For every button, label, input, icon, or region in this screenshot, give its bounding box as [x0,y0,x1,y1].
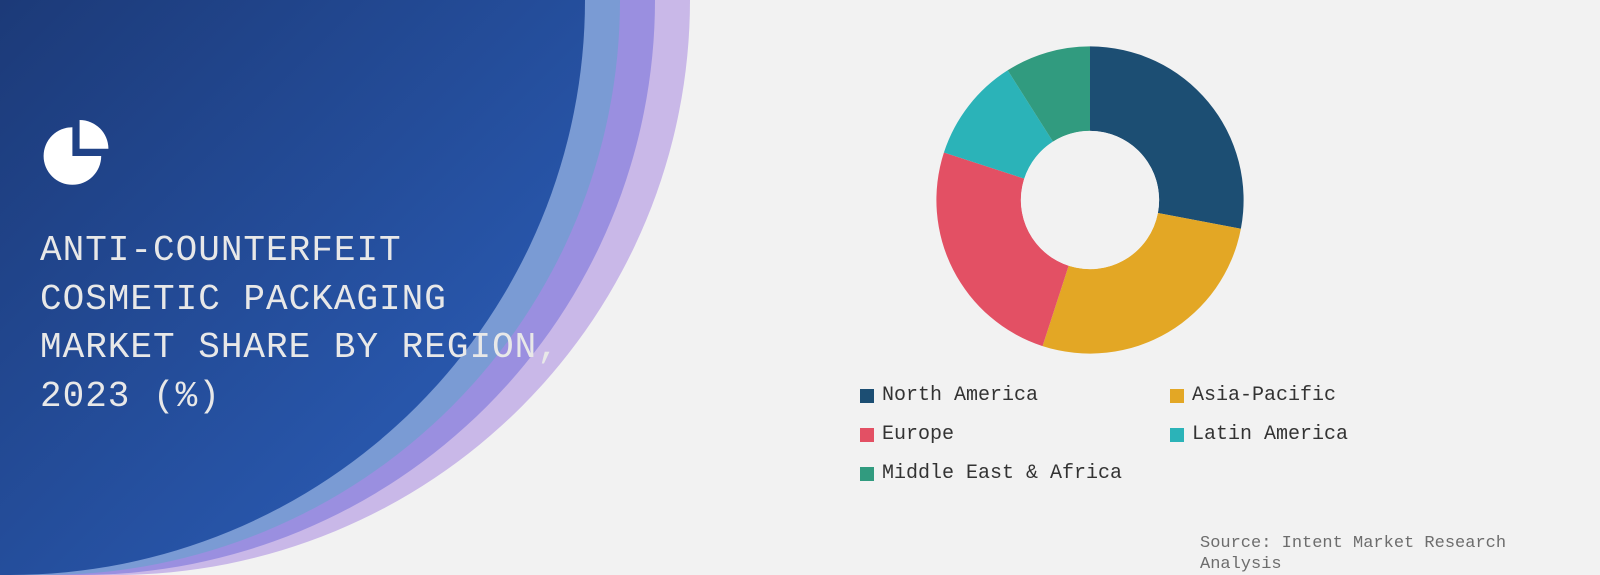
legend-label: Europe [882,423,954,446]
donut-hole [1021,131,1159,269]
legend-swatch [860,389,874,403]
source-citation: Source: Intent Market Research Analysis [1200,534,1560,575]
legend-label: Asia-Pacific [1192,384,1336,407]
legend-item-2: Europe [860,423,1170,446]
donut-chart [930,40,1250,360]
legend-label: Middle East & Africa [882,462,1122,485]
legend-item-4: Middle East & Africa [860,462,1170,485]
chart-area: North America Asia-Pacific Europe Latin Ame… [850,40,1550,540]
title-block: ANTI-COUNTERFEIT COSMETIC PACKAGING MARK… [40,120,560,421]
legend-label: Latin America [1192,423,1348,446]
legend-swatch [860,428,874,442]
pie-chart-icon [40,120,112,192]
left-panel: ANTI-COUNTERFEIT COSMETIC PACKAGING MARK… [0,0,690,575]
page-title: ANTI-COUNTERFEIT COSMETIC PACKAGING MARK… [40,227,560,421]
legend-item-1: Asia-Pacific [1170,384,1480,407]
legend-swatch [1170,428,1184,442]
legend-item-0: North America [860,384,1170,407]
legend-label: North America [882,384,1038,407]
legend: North America Asia-Pacific Europe Latin Ame… [860,384,1500,501]
legend-swatch [860,467,874,481]
legend-swatch [1170,389,1184,403]
legend-item-3: Latin America [1170,423,1480,446]
